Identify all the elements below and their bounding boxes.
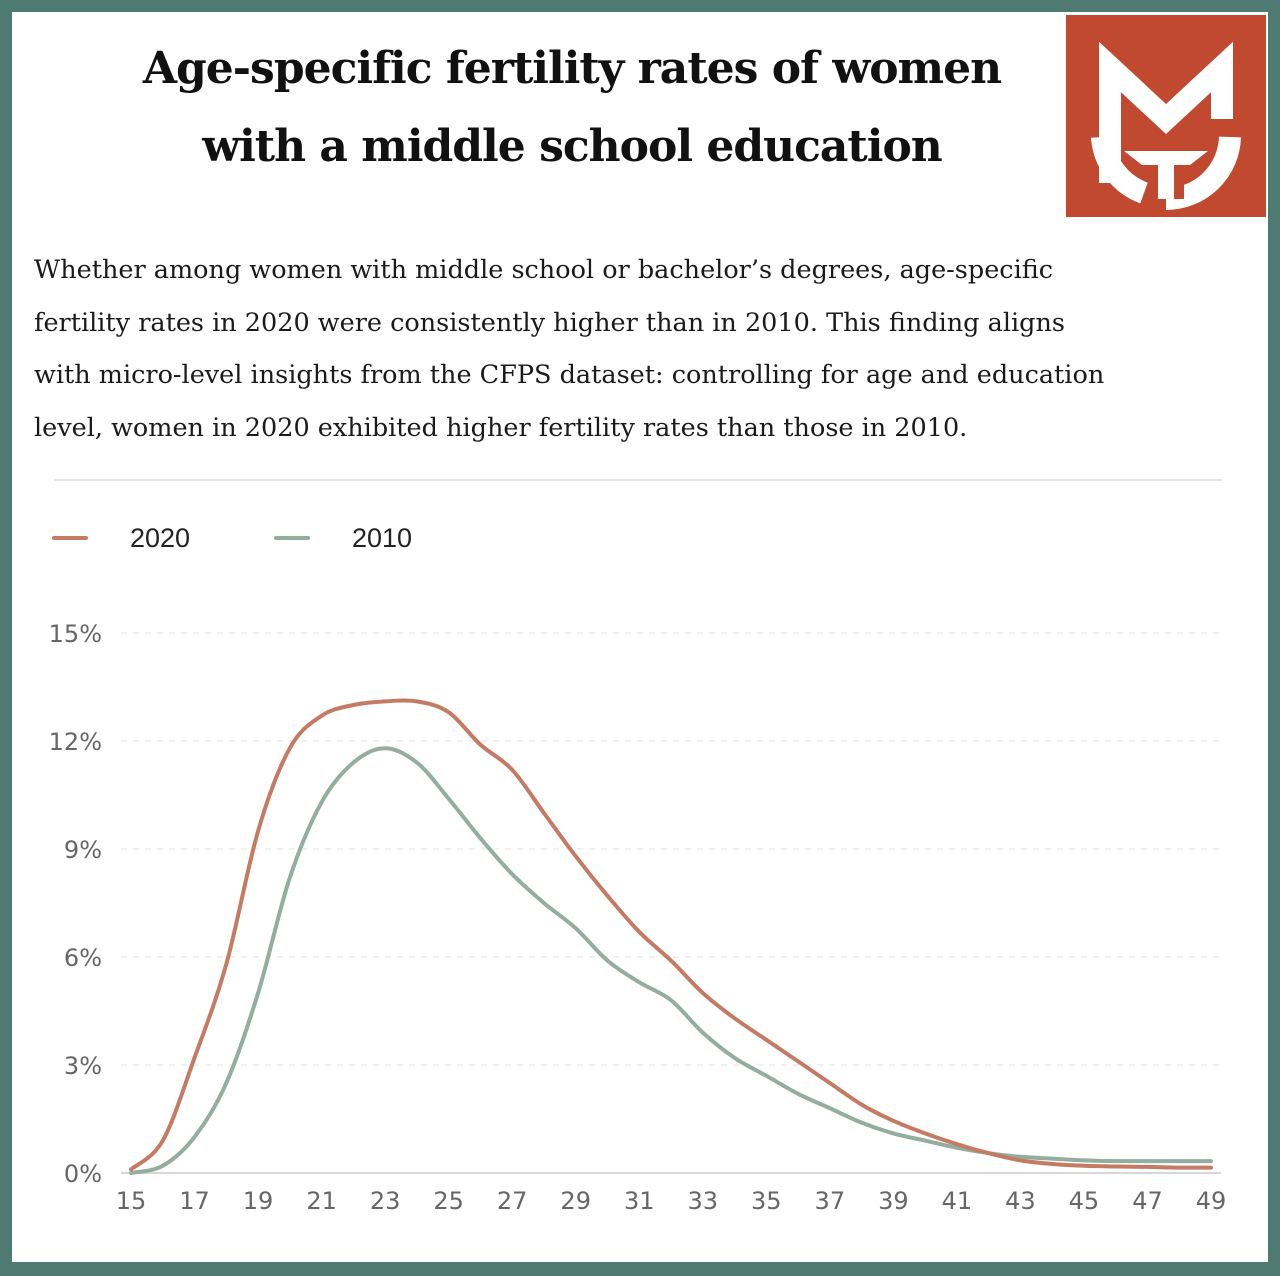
description-line-4: level, women in 2020 exhibited higher fe… <box>34 412 968 443</box>
y-tick-label: 6% <box>64 944 102 972</box>
x-tick-label: 33 <box>687 1187 718 1215</box>
x-tick-label: 27 <box>497 1187 528 1215</box>
x-tick-label: 35 <box>751 1187 782 1215</box>
x-tick-label: 45 <box>1069 1187 1100 1215</box>
y-tick-label: 3% <box>64 1052 102 1080</box>
description-line-2: fertility rates in 2020 were consistentl… <box>34 307 1065 338</box>
x-tick-label: 39 <box>878 1187 909 1215</box>
series-line-2020 <box>129 698 1213 1172</box>
x-tick-label: 17 <box>179 1187 210 1215</box>
x-tick-label: 47 <box>1132 1187 1163 1215</box>
legend-swatch-2020 <box>52 536 88 540</box>
divider <box>54 479 1222 481</box>
page-title: Age-specific fertility rates of women wi… <box>52 30 1092 186</box>
x-tick-label: 19 <box>243 1187 274 1215</box>
y-tick-label: 15% <box>49 620 102 648</box>
x-tick-label: 29 <box>560 1187 591 1215</box>
legend-label-2010: 2010 <box>352 523 413 553</box>
title-line-1: Age-specific fertility rates of women <box>142 43 1002 94</box>
description-line-3: with micro-level insights from the CFPS … <box>34 360 1105 390</box>
y-tick-label: 0% <box>64 1160 102 1188</box>
series-line-2010 <box>129 746 1213 1175</box>
x-tick-label: 41 <box>942 1187 973 1215</box>
x-tick-label: 21 <box>306 1187 337 1215</box>
x-tick-label: 37 <box>815 1187 846 1215</box>
y-tick-label: 12% <box>49 728 102 756</box>
x-tick-label: 25 <box>433 1187 464 1215</box>
x-tick-label: 23 <box>370 1187 401 1215</box>
title-line-2: with a middle school education <box>202 121 943 172</box>
mg-logo-icon <box>1066 15 1266 217</box>
x-tick-label: 49 <box>1196 1187 1227 1215</box>
description: Whether among women with middle school o… <box>34 244 1254 454</box>
card: Age-specific fertility rates of women wi… <box>12 12 1268 1262</box>
y-tick-label: 9% <box>64 836 102 864</box>
legend-swatch-2010 <box>274 536 310 540</box>
x-tick-label: 43 <box>1005 1187 1036 1215</box>
x-tick-label: 31 <box>624 1187 655 1215</box>
description-line-1: Whether among women with middle school o… <box>34 255 1054 285</box>
line-chart: 0% 3% 6% 9% 12% 15% 15 17 19 21 23 25 27 29 31 33 35 37 39… <box>49 620 1227 1215</box>
x-tick-label: 15 <box>116 1187 147 1215</box>
legend-label-2020: 2020 <box>130 523 191 553</box>
